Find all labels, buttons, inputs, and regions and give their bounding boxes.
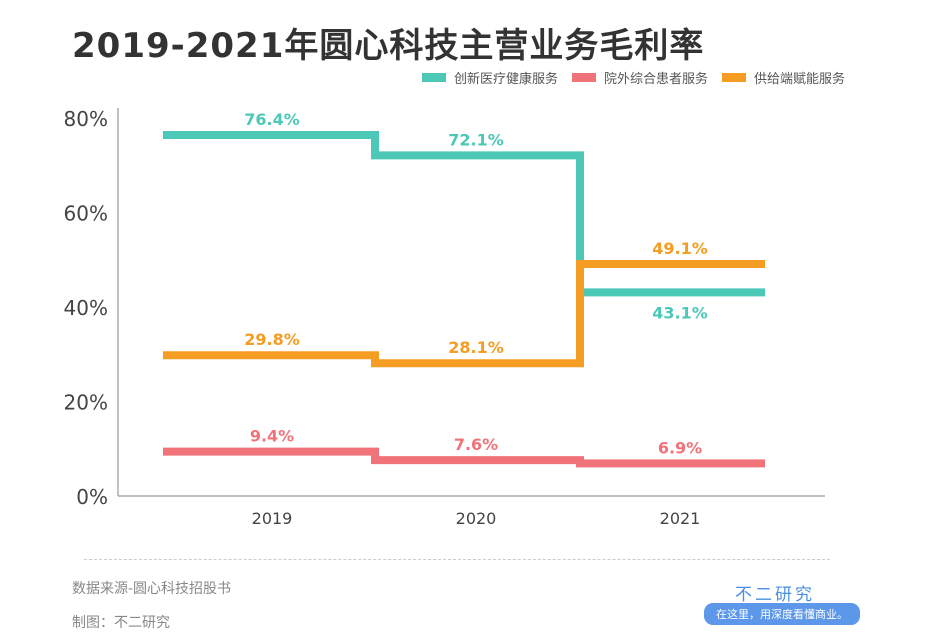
data-label: 7.6% bbox=[454, 435, 498, 454]
legend-label: 院外综合患者服务 bbox=[604, 72, 709, 87]
y-tick-label: 80% bbox=[64, 107, 108, 131]
data-source: 数据来源-圆心科技招股书 bbox=[72, 581, 232, 597]
data-label: 43.1% bbox=[652, 303, 708, 322]
data-label: 28.1% bbox=[448, 338, 504, 357]
data-label: 72.1% bbox=[448, 130, 504, 149]
legend-label: 创新医疗健康服务 bbox=[454, 72, 559, 87]
series-line-3 bbox=[163, 260, 765, 368]
legend: 创新医疗健康服务 院外综合患者服务 供给端赋能服务 bbox=[422, 68, 845, 87]
data-label: 76.4% bbox=[244, 110, 300, 129]
legend-swatch bbox=[422, 73, 446, 82]
x-tick-label: 2021 bbox=[660, 509, 701, 528]
series-line-2 bbox=[163, 447, 765, 468]
brand-slogan: 在这里，用深度看懂商业。 bbox=[704, 603, 860, 625]
divider bbox=[84, 559, 830, 560]
legend-swatch bbox=[572, 73, 597, 82]
chart-title: 2019-2021年圆心科技主营业务毛利率 bbox=[72, 26, 705, 66]
data-label: 29.8% bbox=[244, 330, 300, 349]
data-label: 9.4% bbox=[250, 427, 294, 446]
y-tick-label: 60% bbox=[64, 202, 108, 226]
data-label: 6.9% bbox=[658, 438, 702, 457]
y-tick-label: 20% bbox=[64, 391, 108, 415]
legend-swatch bbox=[722, 73, 747, 82]
x-tick-label: 2020 bbox=[456, 509, 497, 528]
brand-logo: 不二研究 bbox=[735, 585, 815, 605]
legend-item: 供给端赋能服务 bbox=[722, 68, 845, 87]
chart-plot: 0% 20% 40% 60% 80% 2019 2020 2021 76.4% 72.1% 43.1… bbox=[64, 107, 825, 528]
series-line-1 bbox=[163, 131, 765, 297]
x-tick-label: 2019 bbox=[252, 509, 293, 528]
y-tick-label: 0% bbox=[76, 485, 108, 509]
legend-item: 院外综合患者服务 bbox=[572, 68, 708, 87]
legend-label: 供给端赋能服务 bbox=[754, 72, 846, 87]
data-label: 49.1% bbox=[652, 239, 708, 258]
chart-maker: 制图：不二研究 bbox=[72, 615, 170, 631]
legend-item: 创新医疗健康服务 bbox=[422, 68, 558, 87]
y-tick-label: 40% bbox=[64, 296, 108, 320]
